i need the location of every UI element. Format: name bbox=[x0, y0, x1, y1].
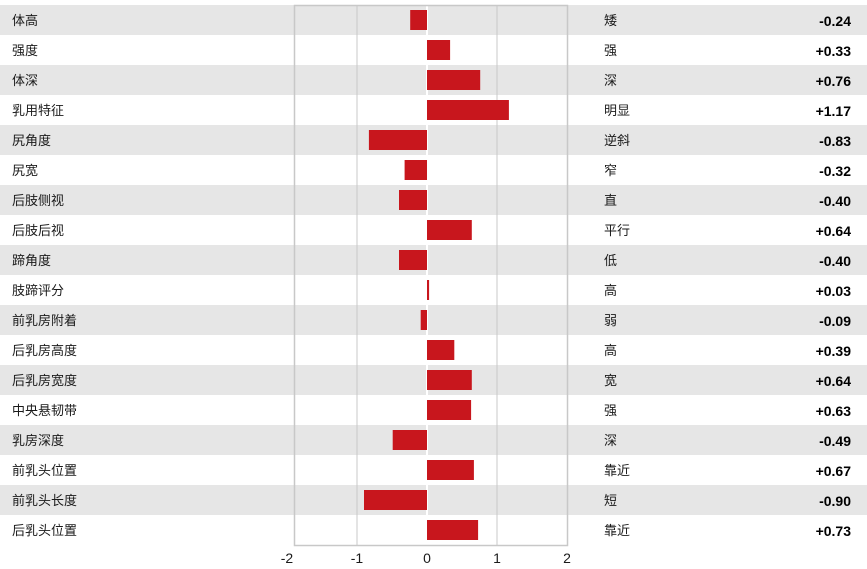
bar bbox=[427, 280, 430, 300]
x-tick-label: 2 bbox=[563, 550, 571, 566]
category-label: 中央悬韧带 bbox=[12, 404, 77, 419]
x-tick-label: -1 bbox=[351, 550, 364, 566]
bar bbox=[427, 400, 472, 420]
bar bbox=[392, 430, 427, 450]
bar bbox=[404, 160, 427, 180]
bar bbox=[364, 490, 427, 510]
value-label: +1.17 bbox=[816, 103, 852, 119]
direction-label: 逆斜 bbox=[604, 133, 630, 149]
category-label: 体高 bbox=[12, 13, 38, 29]
value-label: -0.32 bbox=[819, 163, 851, 179]
x-tick-label: -2 bbox=[281, 550, 294, 566]
row-band bbox=[0, 185, 867, 215]
category-label: 后乳房高度 bbox=[12, 343, 77, 359]
direction-label: 强 bbox=[604, 44, 617, 59]
direction-label: 矮 bbox=[604, 14, 617, 29]
category-label: 强度 bbox=[12, 43, 38, 59]
category-label: 蹄角度 bbox=[12, 253, 51, 269]
direction-label: 明显 bbox=[604, 104, 630, 119]
bar bbox=[427, 520, 479, 540]
category-label: 后乳房宽度 bbox=[12, 373, 77, 389]
category-label: 乳用特征 bbox=[12, 104, 64, 119]
category-label: 乳房深度 bbox=[12, 433, 64, 449]
direction-label: 宽 bbox=[604, 373, 617, 389]
bar bbox=[399, 250, 427, 270]
direction-label: 平行 bbox=[604, 224, 630, 239]
bar bbox=[427, 340, 455, 360]
bar bbox=[427, 370, 472, 390]
value-label: +0.76 bbox=[816, 73, 852, 89]
direction-label: 靠近 bbox=[604, 464, 630, 479]
direction-label: 强 bbox=[604, 404, 617, 419]
value-label: -0.83 bbox=[819, 133, 851, 149]
value-label: -0.40 bbox=[819, 253, 851, 269]
category-label: 后肢后视 bbox=[12, 223, 64, 239]
value-label: +0.73 bbox=[816, 523, 852, 539]
value-label: -0.49 bbox=[819, 433, 851, 449]
row-band bbox=[0, 485, 867, 515]
category-label: 肢蹄评分 bbox=[12, 283, 64, 299]
row-band bbox=[0, 245, 867, 275]
bar bbox=[420, 310, 427, 330]
direction-label: 直 bbox=[604, 194, 617, 209]
value-label: +0.64 bbox=[816, 373, 852, 389]
category-label: 前乳头长度 bbox=[12, 493, 77, 509]
value-label: +0.33 bbox=[816, 43, 852, 59]
direction-label: 深 bbox=[604, 74, 617, 89]
value-label: +0.64 bbox=[816, 223, 852, 239]
bar bbox=[427, 460, 474, 480]
category-label: 尻宽 bbox=[12, 163, 38, 179]
value-label: -0.90 bbox=[819, 493, 851, 509]
category-label: 后肢侧视 bbox=[12, 193, 64, 209]
value-label: +0.67 bbox=[816, 463, 852, 479]
direction-label: 深 bbox=[604, 434, 617, 449]
direction-label: 短 bbox=[604, 494, 617, 509]
bar bbox=[427, 70, 481, 90]
plot-frame bbox=[293, 4, 569, 547]
row-band bbox=[0, 425, 867, 455]
bar bbox=[427, 100, 509, 120]
category-label: 体深 bbox=[12, 74, 38, 89]
row-band bbox=[0, 305, 867, 335]
bar bbox=[410, 10, 427, 30]
direction-label: 靠近 bbox=[604, 524, 630, 539]
direction-label: 高 bbox=[604, 283, 617, 299]
x-tick-label: 0 bbox=[423, 550, 431, 566]
direction-label: 窄 bbox=[604, 163, 617, 179]
category-label: 前乳头位置 bbox=[12, 463, 77, 479]
row-band bbox=[0, 5, 867, 35]
category-label: 后乳头位置 bbox=[12, 524, 77, 539]
row-band bbox=[0, 125, 867, 155]
value-label: +0.39 bbox=[816, 343, 852, 359]
bar bbox=[399, 190, 427, 210]
bar bbox=[427, 220, 472, 240]
x-tick-label: 1 bbox=[493, 550, 501, 566]
bar bbox=[427, 40, 451, 60]
value-label: +0.63 bbox=[816, 403, 852, 419]
category-label: 前乳房附着 bbox=[12, 313, 77, 329]
bar bbox=[368, 130, 427, 150]
value-label: +0.03 bbox=[816, 283, 852, 299]
value-label: -0.24 bbox=[819, 13, 851, 29]
direction-label: 弱 bbox=[604, 314, 617, 329]
value-label: -0.40 bbox=[819, 193, 851, 209]
category-label: 尻角度 bbox=[12, 133, 51, 149]
value-label: -0.09 bbox=[819, 313, 851, 329]
direction-label: 高 bbox=[604, 343, 617, 359]
direction-label: 低 bbox=[604, 254, 617, 269]
